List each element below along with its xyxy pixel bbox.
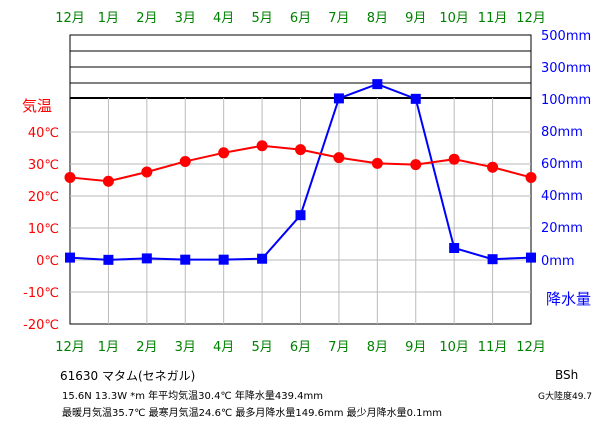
precipitation-point [65,252,75,263]
month-label-bottom: 3月 [175,340,196,355]
temperature-point [256,140,268,152]
temperature-tick-label: 20℃ [28,190,59,205]
month-label-bottom: 4月 [213,340,234,355]
precipitation-tick-label: 500mm [541,29,591,44]
temperature-point [102,175,114,187]
temperature-point [410,159,422,171]
precipitation-point [295,210,306,221]
plot-frame [69,34,532,325]
month-label-bottom: 1月 [98,340,119,355]
month-label-top: 1月 [98,11,119,26]
precipitation-point [526,252,536,263]
temperature-point [448,153,460,165]
month-label-top: 3月 [175,11,196,26]
month-label-bottom: 10月 [439,340,469,355]
month-label-bottom: 9月 [405,340,426,355]
precipitation-point [449,243,460,253]
month-label-top: 4月 [213,11,234,26]
precipitation-point [487,254,498,265]
month-label-top: 8月 [367,11,388,26]
precipitation-point [218,254,229,265]
month-label-bottom: 6月 [290,340,311,355]
temperature-axis-title: 気温 [22,97,52,115]
temperature-point [487,161,499,173]
precipitation-tick-label: 0mm [541,254,575,269]
temperature-tick-label: 30℃ [28,158,59,173]
precipitation-axis: 降水量 500mm 300mm 100mm 80mm 60mm 40mm 20mm 0mm [541,29,591,308]
temperature-tick-label: 0℃ [36,254,59,269]
top-month-labels: 12月 1月 2月 3月 4月 5月 6月 7月 8月 9月 10月 11月 12月 [55,11,546,26]
temperature-point [141,166,153,178]
month-label-top: 9月 [405,11,426,26]
precipitation-point [333,93,344,104]
precipitation-point [372,79,383,90]
precipitation-point [141,253,152,264]
month-label-bottom: 7月 [328,340,349,355]
month-label-top: 6月 [290,11,311,26]
precipitation-axis-title: 降水量 [546,290,591,308]
precipitation-point [180,254,191,265]
station-extremes: 最暖月気温35.7℃ 最寒月気温24.6℃ 最多月降水量149.6mm 最少月降… [62,408,443,419]
precipitation-series [65,79,536,265]
month-label-top: 2月 [136,11,157,26]
month-label-top: 7月 [328,11,349,26]
station-summary: 15.6N 13.3W *m 年平均気温30.4℃ 年降水量439.4mm [62,391,323,402]
temperature-point [371,157,383,169]
temperature-point [333,152,345,164]
precipitation-tick-label: 40mm [541,189,583,204]
precipitation-point [103,254,114,265]
precipitation-tick-label: 60mm [541,157,583,172]
temperature-point [525,171,537,183]
precipitation-point [410,93,421,104]
temperature-point [218,147,230,159]
month-label-bottom: 8月 [367,340,388,355]
precipitation-tick-label: 100mm [541,93,591,108]
precipitation-point [257,253,268,264]
precipitation-tick-label: 300mm [541,61,591,76]
temperature-point [179,155,191,167]
month-label-bottom: 12月 [516,340,546,355]
month-label-top: 10月 [439,11,469,26]
precipitation-tick-label: 80mm [541,125,583,140]
station-name: 61630 マタム(セネガル) [60,369,196,383]
month-label-top: 5月 [251,11,272,26]
climate-classification: BSh [555,368,579,382]
temperature-tick-label: -20℃ [23,318,59,333]
temperature-series [64,140,537,187]
month-label-top: 11月 [478,11,508,26]
temperature-axis: 気温 40℃ 30℃ 20℃ 10℃ 0℃ -10℃ -20℃ [22,97,59,333]
temperature-tick-label: -10℃ [23,286,59,301]
month-label-top: 12月 [55,11,85,26]
month-label-top: 12月 [516,11,546,26]
temperature-point [64,171,76,183]
temperature-tick-label: 10℃ [28,222,59,237]
precipitation-tick-label: 20mm [541,221,583,236]
month-label-bottom: 2月 [136,340,157,355]
continentality-index: G大陸度49.7 [538,392,593,402]
month-label-bottom: 12月 [55,340,85,355]
month-label-bottom: 5月 [251,340,272,355]
temperature-tick-label: 40℃ [28,126,59,141]
temperature-point [295,144,306,156]
bottom-month-labels: 12月 1月 2月 3月 4月 5月 6月 7月 8月 9月 10月 11月 12月 [55,340,546,355]
month-label-bottom: 11月 [478,340,508,355]
